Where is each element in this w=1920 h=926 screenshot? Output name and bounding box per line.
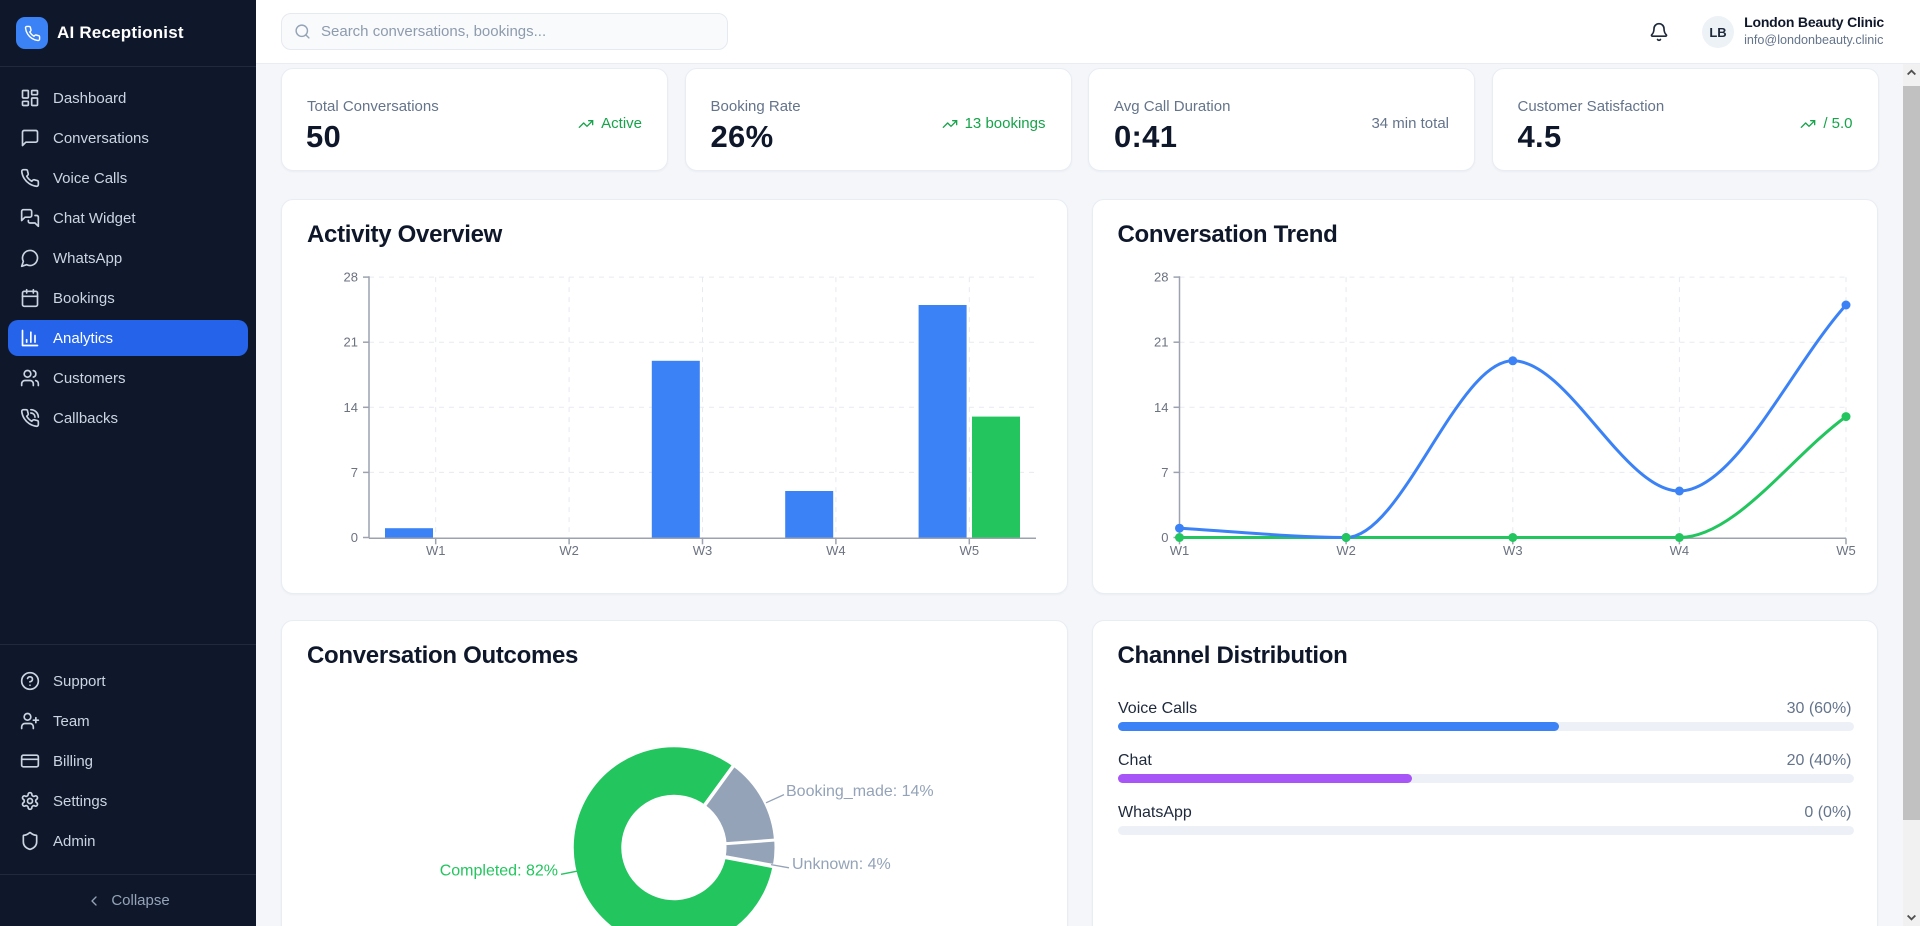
svg-text:W4: W4 [1669,543,1689,558]
svg-text:W5: W5 [1836,543,1856,558]
svg-text:Completed: 82%: Completed: 82% [440,862,558,879]
svg-text:W2: W2 [1336,543,1356,558]
svg-text:W1: W1 [426,543,446,558]
svg-text:W3: W3 [1503,543,1523,558]
svg-text:Booking_made: 14%: Booking_made: 14% [786,783,934,800]
svg-text:W5: W5 [960,543,980,558]
svg-text:28: 28 [1154,270,1168,285]
svg-text:14: 14 [344,400,358,415]
svg-text:21: 21 [1154,335,1168,350]
svg-text:7: 7 [1161,465,1168,480]
svg-text:W4: W4 [826,543,846,558]
svg-text:W3: W3 [693,543,713,558]
svg-text:0: 0 [351,530,358,545]
svg-text:28: 28 [344,270,358,285]
svg-text:14: 14 [1154,400,1168,415]
svg-text:0: 0 [1161,530,1168,545]
svg-text:W2: W2 [559,543,579,558]
svg-text:W1: W1 [1169,543,1189,558]
svg-text:7: 7 [351,465,358,480]
svg-text:Unknown: 4%: Unknown: 4% [792,856,891,873]
svg-text:21: 21 [344,335,358,350]
